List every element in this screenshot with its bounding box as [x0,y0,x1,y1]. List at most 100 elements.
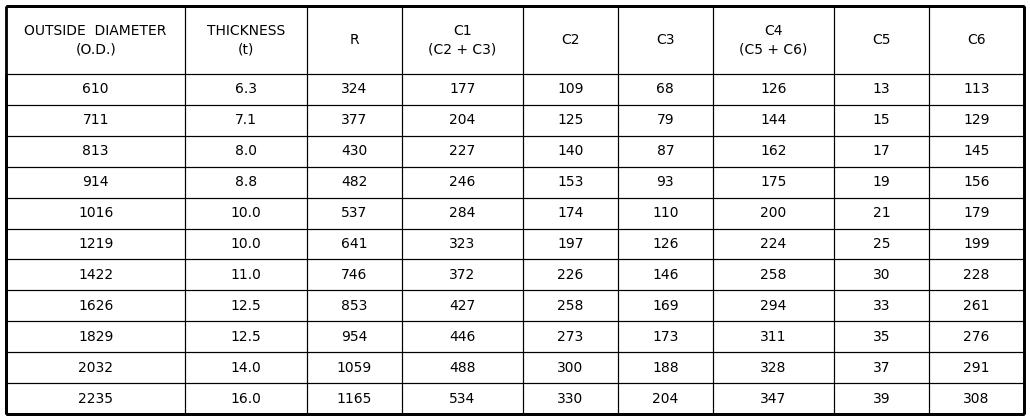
Text: 25: 25 [872,237,890,251]
Text: 261: 261 [963,299,990,313]
Text: 377: 377 [341,113,368,127]
Text: C3: C3 [656,33,675,47]
Text: 204: 204 [652,391,679,406]
Text: 125: 125 [557,113,584,127]
Text: 162: 162 [760,144,787,158]
Text: 129: 129 [963,113,990,127]
Text: 2032: 2032 [78,361,113,375]
Text: 482: 482 [341,175,368,189]
Text: 488: 488 [449,361,476,375]
Text: 273: 273 [557,330,584,344]
Text: 227: 227 [449,144,476,158]
Text: R: R [349,33,358,47]
Text: 200: 200 [760,206,787,220]
Text: 258: 258 [557,299,584,313]
Text: 8.0: 8.0 [235,144,258,158]
Text: 324: 324 [341,82,368,97]
Text: 156: 156 [963,175,990,189]
Text: 153: 153 [557,175,584,189]
Text: 13: 13 [872,82,890,97]
Text: 2235: 2235 [78,391,113,406]
Text: 110: 110 [652,206,679,220]
Text: 328: 328 [760,361,787,375]
Text: 109: 109 [557,82,584,97]
Text: 954: 954 [341,330,368,344]
Text: 1219: 1219 [78,237,113,251]
Text: 174: 174 [557,206,584,220]
Text: 347: 347 [760,391,787,406]
Text: 87: 87 [656,144,675,158]
Text: C4
(C5 + C6): C4 (C5 + C6) [740,24,808,56]
Text: 1422: 1422 [78,268,113,282]
Text: 15: 15 [872,113,890,127]
Text: 284: 284 [449,206,476,220]
Text: 113: 113 [963,82,990,97]
Text: 711: 711 [82,113,109,127]
Text: 610: 610 [82,82,109,97]
Text: 68: 68 [656,82,675,97]
Text: 146: 146 [652,268,679,282]
Text: 311: 311 [760,330,787,344]
Text: 1165: 1165 [337,391,372,406]
Text: 224: 224 [760,237,787,251]
Text: 16.0: 16.0 [231,391,262,406]
Text: 140: 140 [557,144,584,158]
Text: 197: 197 [557,237,584,251]
Text: 1059: 1059 [337,361,372,375]
Text: 330: 330 [557,391,584,406]
Text: 21: 21 [872,206,890,220]
Text: 430: 430 [341,144,368,158]
Text: 177: 177 [449,82,476,97]
Text: 35: 35 [872,330,890,344]
Text: 291: 291 [963,361,990,375]
Text: 33: 33 [872,299,890,313]
Text: 537: 537 [341,206,368,220]
Text: C5: C5 [872,33,891,47]
Text: 308: 308 [963,391,990,406]
Text: 145: 145 [963,144,990,158]
Text: OUTSIDE  DIAMETER
(O.D.): OUTSIDE DIAMETER (O.D.) [25,24,167,56]
Text: 126: 126 [760,82,787,97]
Text: 7.1: 7.1 [235,113,258,127]
Text: THICKNESS
(t): THICKNESS (t) [207,24,285,56]
Text: 1626: 1626 [78,299,113,313]
Text: 1829: 1829 [78,330,113,344]
Text: 10.0: 10.0 [231,237,262,251]
Text: 372: 372 [449,268,476,282]
Text: 17: 17 [872,144,890,158]
Text: 226: 226 [557,268,584,282]
Text: 144: 144 [760,113,787,127]
Text: 323: 323 [449,237,476,251]
Text: 14.0: 14.0 [231,361,262,375]
Text: 294: 294 [760,299,787,313]
Text: 37: 37 [872,361,890,375]
Text: 30: 30 [872,268,890,282]
Text: 228: 228 [963,268,990,282]
Text: 534: 534 [449,391,476,406]
Text: 10.0: 10.0 [231,206,262,220]
Text: 93: 93 [656,175,675,189]
Text: 79: 79 [656,113,675,127]
Text: 12.5: 12.5 [231,330,262,344]
Text: 746: 746 [341,268,368,282]
Text: 11.0: 11.0 [231,268,262,282]
Text: 276: 276 [963,330,990,344]
Text: 6.3: 6.3 [235,82,258,97]
Text: 173: 173 [652,330,679,344]
Text: 169: 169 [652,299,679,313]
Text: 199: 199 [963,237,990,251]
Text: 126: 126 [652,237,679,251]
Text: 246: 246 [449,175,476,189]
Text: C2: C2 [561,33,580,47]
Text: 813: 813 [82,144,109,158]
Text: 188: 188 [652,361,679,375]
Text: 853: 853 [341,299,368,313]
Text: 179: 179 [963,206,990,220]
Text: 39: 39 [872,391,890,406]
Text: 641: 641 [341,237,368,251]
Text: 19: 19 [872,175,891,189]
Text: 12.5: 12.5 [231,299,262,313]
Text: C6: C6 [967,33,986,47]
Text: 8.8: 8.8 [235,175,258,189]
Text: C1
(C2 + C3): C1 (C2 + C3) [428,24,496,56]
